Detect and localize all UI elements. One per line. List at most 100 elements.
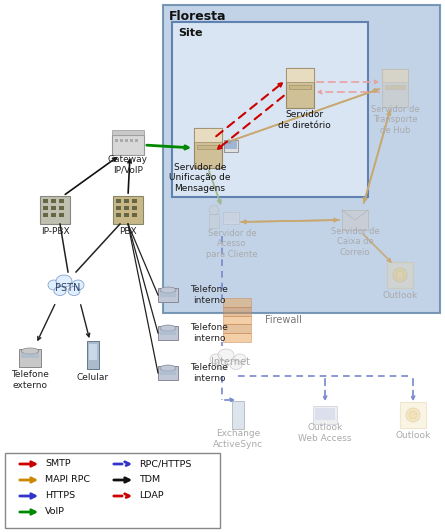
Bar: [43, 206, 48, 210]
Text: Firewall: Firewall: [265, 315, 302, 325]
Bar: [125, 139, 128, 142]
Bar: [286, 68, 314, 82]
Bar: [382, 69, 408, 107]
Bar: [51, 199, 56, 203]
Bar: [232, 401, 244, 429]
Bar: [209, 214, 219, 228]
Ellipse shape: [396, 271, 404, 279]
Text: SMTP: SMTP: [45, 460, 71, 469]
Bar: [385, 85, 405, 89]
Bar: [315, 408, 335, 420]
Bar: [163, 5, 440, 313]
Bar: [124, 213, 129, 217]
Bar: [132, 213, 137, 217]
Text: Telefone
externo: Telefone externo: [11, 370, 49, 390]
Ellipse shape: [406, 408, 420, 422]
Ellipse shape: [68, 287, 80, 295]
Bar: [286, 68, 314, 108]
Text: Site: Site: [178, 28, 202, 38]
Bar: [132, 206, 137, 210]
Ellipse shape: [21, 348, 39, 354]
Bar: [223, 307, 251, 315]
Text: IP-PBX: IP-PBX: [40, 228, 69, 237]
Bar: [112, 135, 144, 155]
Bar: [160, 370, 176, 375]
Bar: [19, 349, 41, 367]
Ellipse shape: [72, 280, 84, 290]
Bar: [197, 145, 219, 149]
Text: Outlook: Outlook: [395, 430, 431, 439]
Ellipse shape: [48, 280, 60, 290]
Text: MAPI RPC: MAPI RPC: [45, 476, 90, 485]
Bar: [223, 212, 239, 224]
Bar: [51, 206, 56, 210]
Text: HTTPS: HTTPS: [45, 492, 75, 501]
Text: Gateway
IP/VoIP: Gateway IP/VoIP: [108, 155, 148, 174]
Bar: [223, 315, 251, 325]
Text: Servidor
de diretório: Servidor de diretório: [278, 110, 330, 130]
Ellipse shape: [210, 354, 222, 364]
Text: TDM: TDM: [139, 476, 160, 485]
Ellipse shape: [54, 287, 66, 295]
Bar: [225, 141, 237, 149]
Bar: [113, 196, 143, 224]
Bar: [59, 206, 64, 210]
Bar: [234, 404, 242, 420]
Text: Servidor de
Transporte
de Hub: Servidor de Transporte de Hub: [371, 105, 419, 135]
Bar: [120, 139, 123, 142]
Bar: [124, 206, 129, 210]
Ellipse shape: [234, 354, 246, 364]
Bar: [5, 453, 220, 528]
Text: Floresta: Floresta: [169, 11, 227, 23]
Bar: [223, 325, 251, 333]
Ellipse shape: [160, 287, 176, 293]
Text: Servidor de
Unificação de
Mensagens: Servidor de Unificação de Mensagens: [169, 163, 231, 193]
Text: RPC/HTTPS: RPC/HTTPS: [139, 460, 191, 469]
Bar: [158, 366, 178, 380]
Bar: [40, 196, 70, 224]
Text: Telefone
interno: Telefone interno: [190, 323, 228, 343]
Bar: [158, 288, 178, 302]
Bar: [313, 406, 337, 424]
Text: Telefone
interno: Telefone interno: [190, 363, 228, 383]
Ellipse shape: [216, 361, 228, 370]
Bar: [223, 298, 251, 307]
Bar: [124, 199, 129, 203]
Bar: [116, 206, 121, 210]
Ellipse shape: [209, 205, 219, 215]
Bar: [194, 128, 222, 142]
Bar: [116, 199, 121, 203]
Text: Celular: Celular: [77, 372, 109, 381]
Text: Servidor de
Acesso
para Cliente: Servidor de Acesso para Cliente: [206, 229, 258, 259]
Ellipse shape: [393, 268, 407, 282]
Ellipse shape: [160, 365, 176, 371]
Text: LDAP: LDAP: [139, 492, 164, 501]
Bar: [342, 210, 368, 230]
Bar: [21, 353, 39, 358]
Bar: [59, 213, 64, 217]
Bar: [223, 333, 251, 342]
Bar: [158, 326, 178, 340]
Bar: [387, 262, 413, 288]
Bar: [115, 139, 118, 142]
Ellipse shape: [218, 349, 234, 361]
Text: PBX: PBX: [119, 228, 137, 237]
Text: Internet: Internet: [210, 357, 250, 367]
Bar: [224, 140, 238, 152]
Bar: [89, 344, 97, 360]
Bar: [59, 199, 64, 203]
Text: Outlook
Web Access: Outlook Web Access: [298, 423, 352, 443]
Bar: [194, 128, 222, 168]
Text: PSTN: PSTN: [55, 283, 81, 293]
Bar: [160, 292, 176, 297]
Text: Exchange
ActiveSync: Exchange ActiveSync: [213, 429, 263, 448]
Bar: [289, 85, 311, 89]
Bar: [51, 213, 56, 217]
Ellipse shape: [409, 411, 417, 419]
Bar: [112, 130, 144, 135]
Bar: [116, 213, 121, 217]
Ellipse shape: [56, 275, 72, 287]
Text: Telefone
interno: Telefone interno: [190, 285, 228, 305]
Text: VoIP: VoIP: [45, 508, 65, 517]
Bar: [160, 330, 176, 335]
